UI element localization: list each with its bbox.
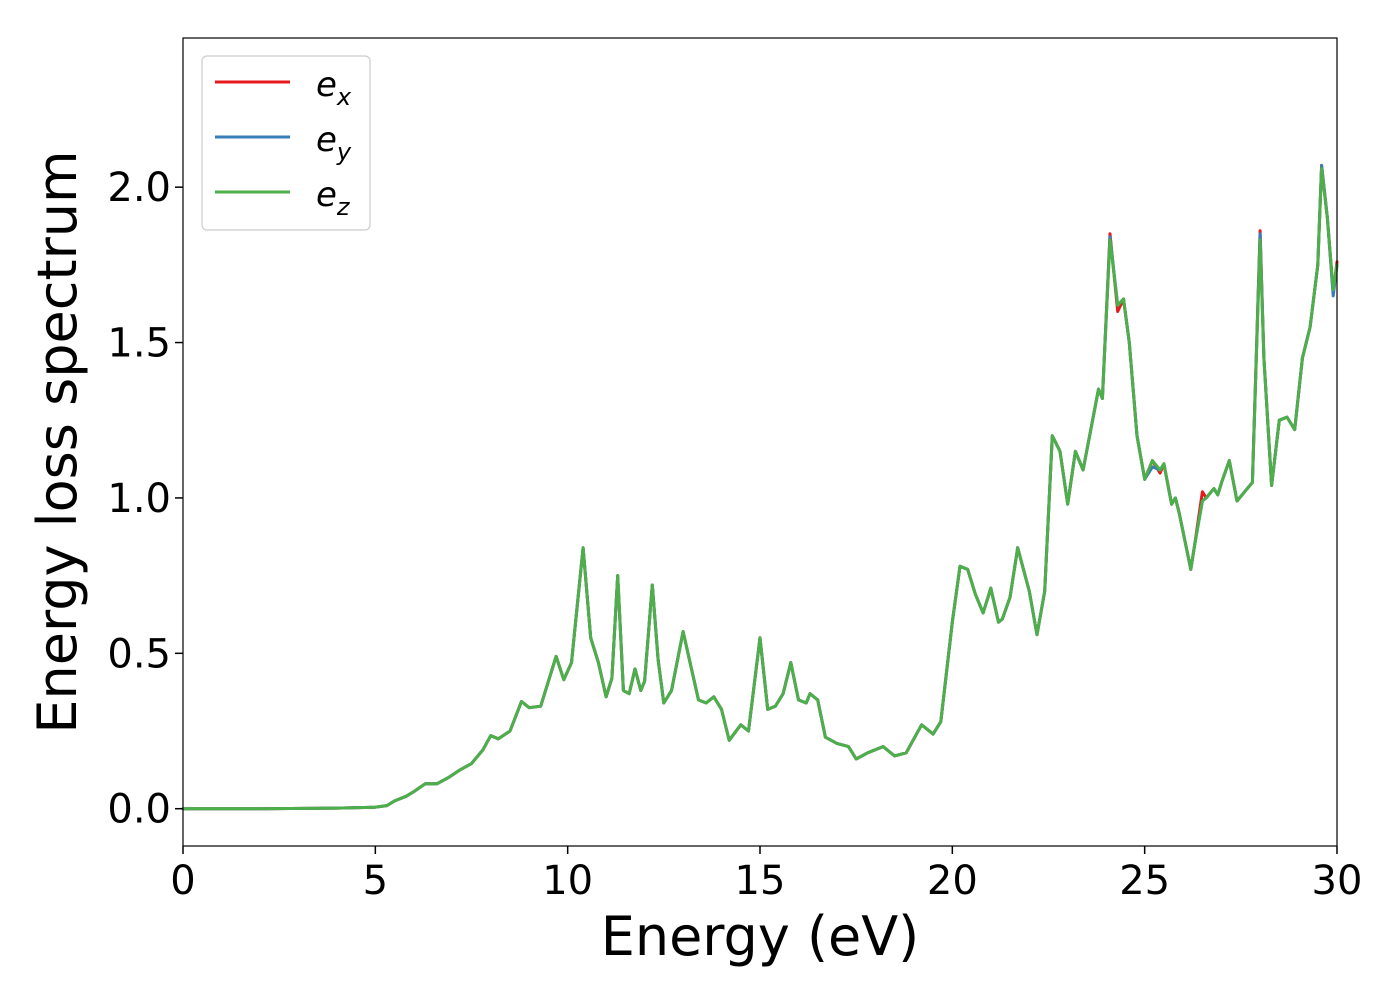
legend-label: ex [316,65,352,111]
y-tick-label: 0.5 [107,631,171,677]
legend-label: ey [316,120,352,166]
x-tick-label: 10 [542,858,593,904]
x-tick-label: 25 [1119,858,1170,904]
legend: ex ey ez [201,55,371,231]
series-line-e-x [181,163,1339,811]
legend-box [201,55,371,231]
y-axis-title: Energy loss spectrum [26,150,89,733]
x-tick-label: 15 [735,858,786,904]
y-tick-label: 2.0 [107,165,171,211]
ticks-layer: 0 5 10 15 20 25 30 0.0 0.5 1.0 1.5 2.0 [107,165,1362,904]
x-axis-title: Energy (eV) [601,905,920,968]
series-layer [181,163,1339,811]
x-tick-label: 5 [363,858,388,904]
y-tick-label: 1.0 [107,476,171,522]
y-tick-label: 1.5 [107,321,171,367]
x-tick-label: 0 [170,858,195,904]
legend-label: ez [316,175,351,221]
series-line-e-z [181,167,1339,811]
y-tick-label: 0.0 [107,787,171,833]
x-tick-label: 30 [1312,858,1363,904]
x-tick-label: 20 [927,858,978,904]
series-line-e-y [181,163,1339,811]
